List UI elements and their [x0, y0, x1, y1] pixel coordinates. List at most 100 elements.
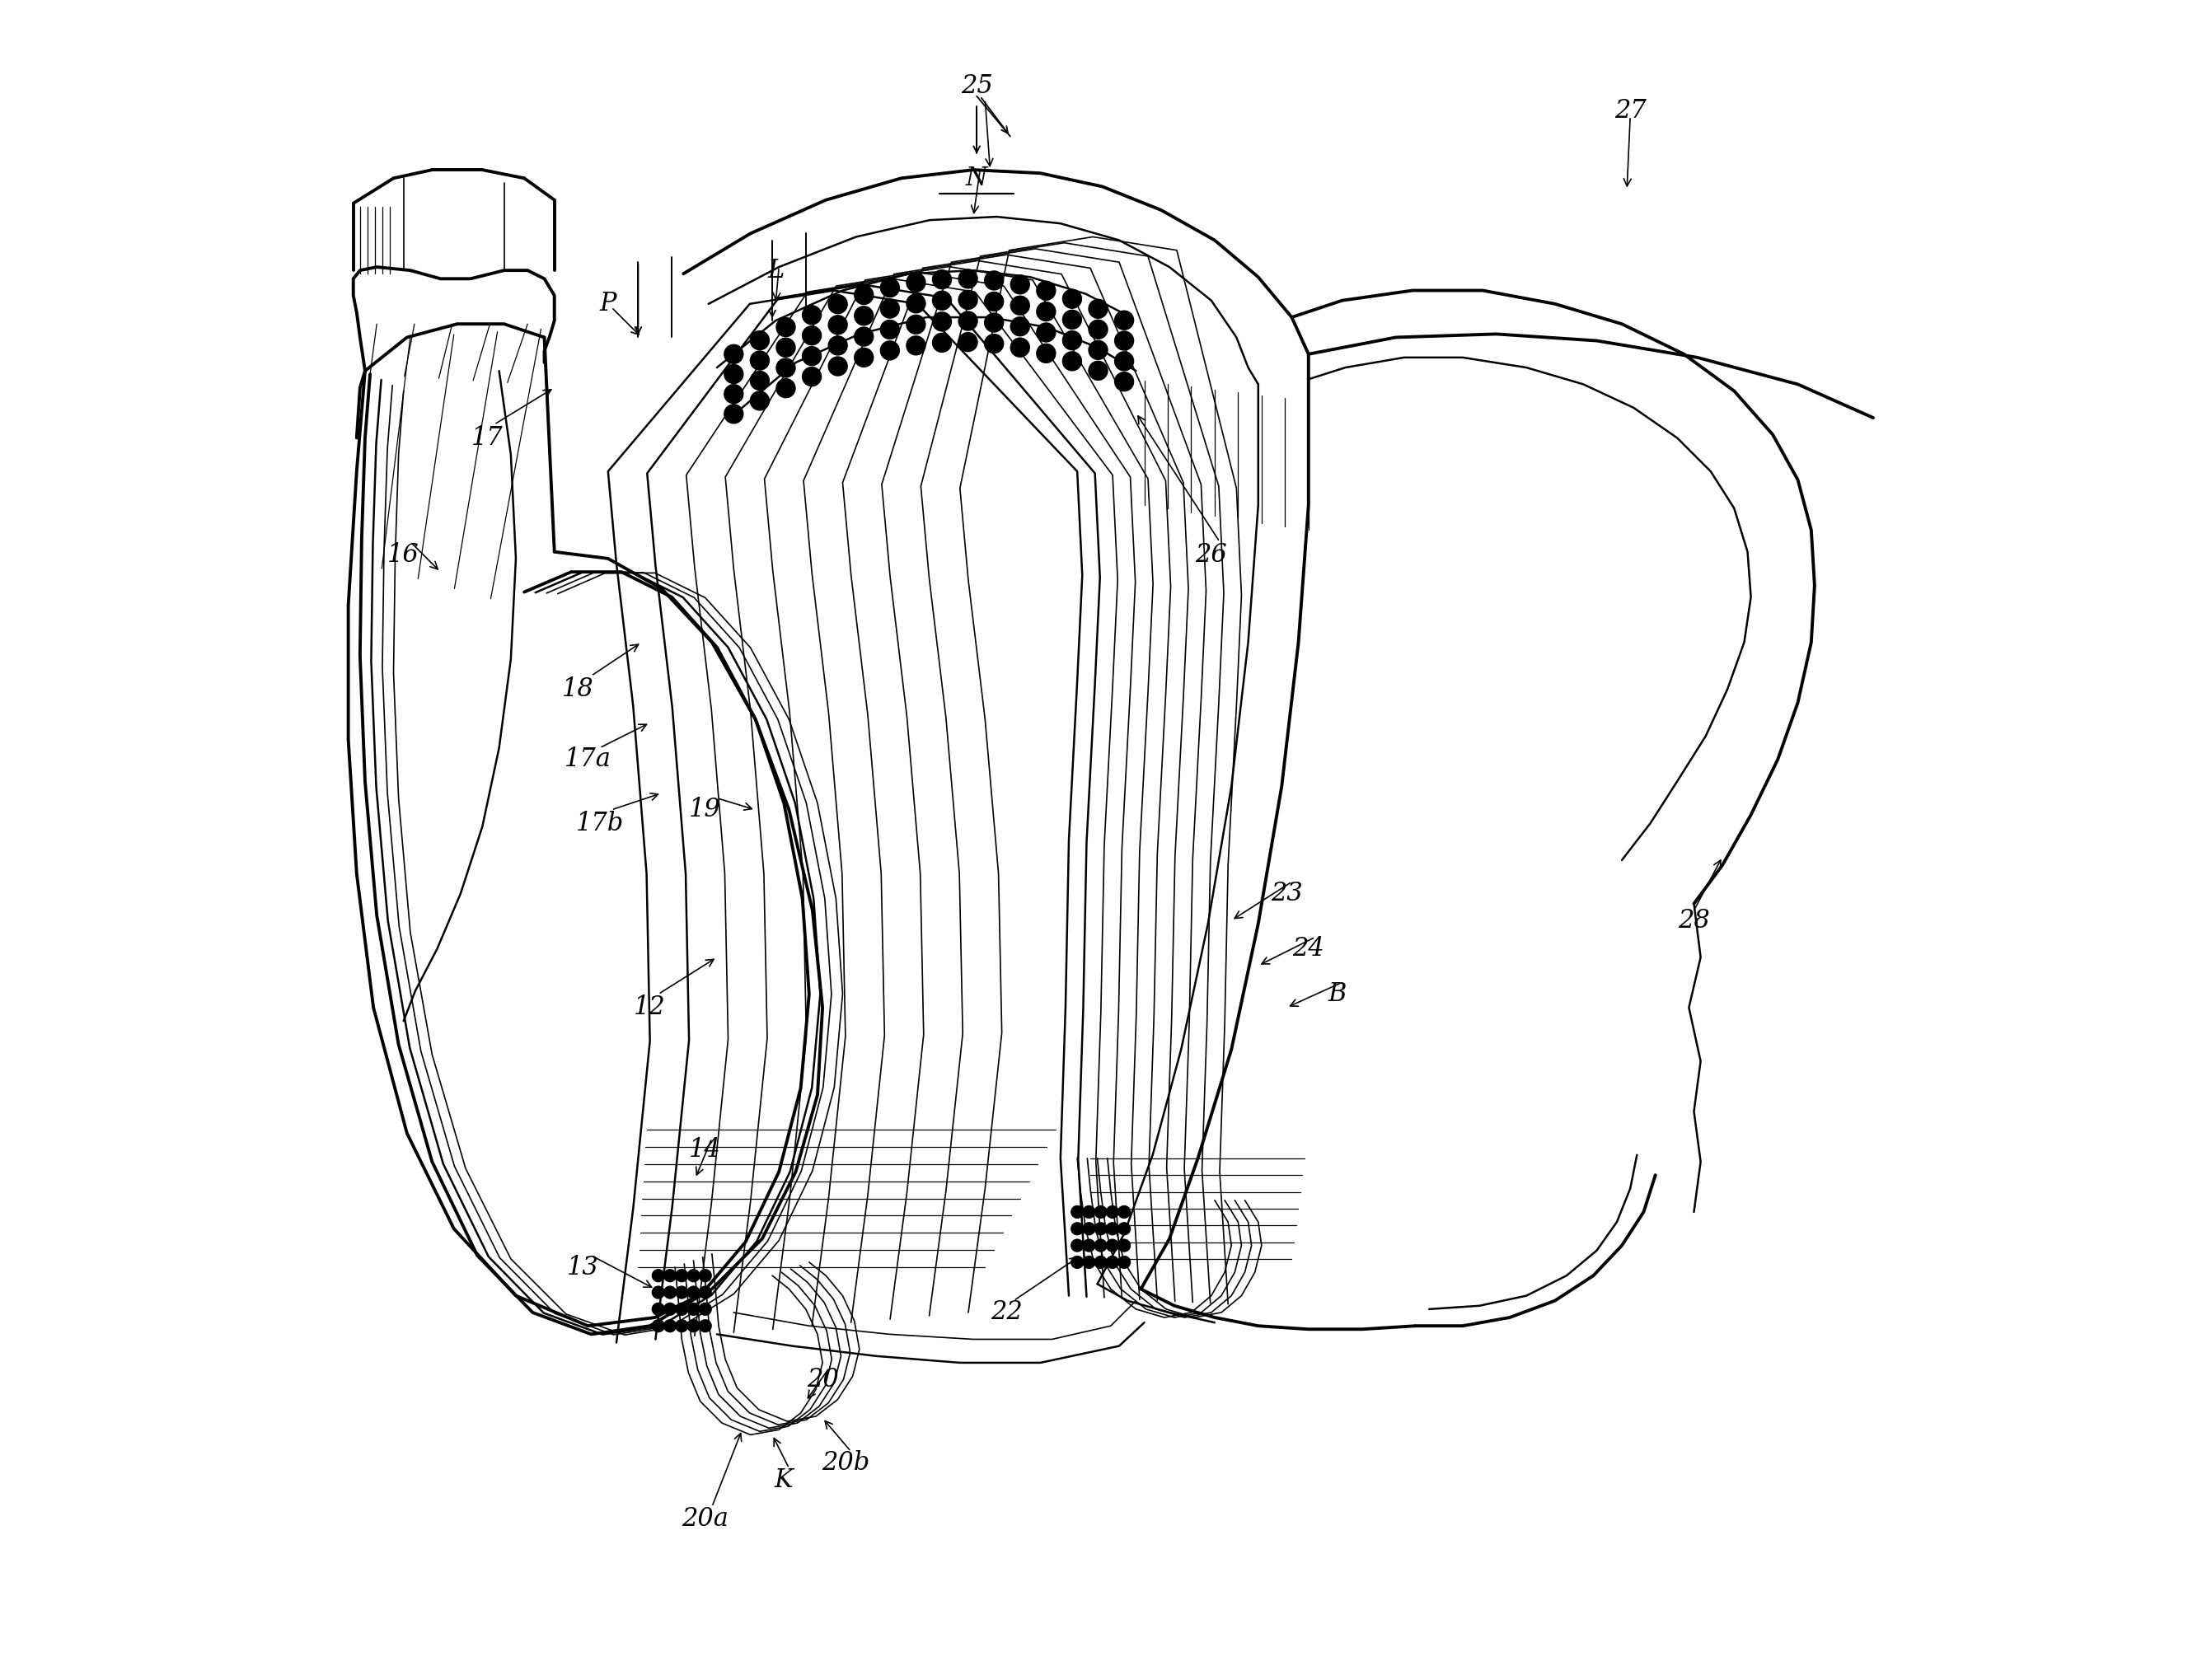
- Circle shape: [1118, 1221, 1131, 1235]
- Circle shape: [1061, 331, 1083, 351]
- Text: 24: 24: [1293, 936, 1324, 961]
- Circle shape: [676, 1268, 689, 1282]
- Circle shape: [932, 291, 952, 311]
- Circle shape: [958, 291, 978, 309]
- Circle shape: [1105, 1221, 1118, 1235]
- Circle shape: [1011, 296, 1031, 316]
- Circle shape: [1087, 361, 1107, 381]
- Circle shape: [1118, 1255, 1131, 1268]
- Circle shape: [1114, 371, 1133, 391]
- Circle shape: [958, 333, 978, 353]
- Circle shape: [1061, 309, 1083, 329]
- Circle shape: [698, 1268, 711, 1282]
- Circle shape: [1094, 1238, 1107, 1252]
- Circle shape: [1061, 351, 1083, 371]
- Circle shape: [750, 331, 770, 351]
- Text: 27: 27: [1615, 99, 1645, 124]
- Circle shape: [1114, 351, 1133, 371]
- Text: K: K: [775, 1467, 794, 1494]
- Circle shape: [801, 326, 823, 346]
- Circle shape: [1083, 1255, 1096, 1268]
- Circle shape: [1011, 316, 1031, 336]
- Text: 17a: 17a: [565, 748, 610, 773]
- Text: N: N: [965, 165, 987, 192]
- Circle shape: [906, 314, 926, 334]
- Text: 28: 28: [1678, 907, 1709, 932]
- Circle shape: [777, 318, 796, 338]
- Circle shape: [777, 338, 796, 358]
- Circle shape: [676, 1319, 689, 1332]
- Circle shape: [1105, 1238, 1118, 1252]
- Circle shape: [1070, 1205, 1083, 1218]
- Circle shape: [906, 294, 926, 314]
- Circle shape: [676, 1302, 689, 1315]
- Circle shape: [777, 378, 796, 398]
- Circle shape: [801, 306, 823, 324]
- Circle shape: [880, 319, 899, 339]
- Text: B: B: [1328, 981, 1346, 1006]
- Circle shape: [663, 1285, 676, 1299]
- Text: 13: 13: [567, 1255, 600, 1280]
- Circle shape: [932, 311, 952, 331]
- Circle shape: [853, 348, 873, 368]
- Circle shape: [985, 312, 1004, 333]
- Circle shape: [1083, 1221, 1096, 1235]
- Circle shape: [724, 344, 744, 365]
- Circle shape: [687, 1302, 700, 1315]
- Circle shape: [663, 1319, 676, 1332]
- Circle shape: [676, 1285, 689, 1299]
- Circle shape: [1087, 339, 1107, 360]
- Circle shape: [1118, 1238, 1131, 1252]
- Circle shape: [724, 403, 744, 423]
- Circle shape: [1094, 1255, 1107, 1268]
- Circle shape: [1011, 274, 1031, 294]
- Circle shape: [652, 1302, 665, 1315]
- Text: 22: 22: [991, 1300, 1022, 1326]
- Circle shape: [750, 391, 770, 412]
- Circle shape: [1070, 1255, 1083, 1268]
- Circle shape: [652, 1285, 665, 1299]
- Circle shape: [853, 286, 873, 306]
- Circle shape: [750, 351, 770, 371]
- Circle shape: [827, 336, 849, 356]
- Circle shape: [853, 326, 873, 346]
- Text: 17: 17: [470, 425, 503, 450]
- Text: 23: 23: [1271, 880, 1302, 907]
- Circle shape: [958, 311, 978, 331]
- Circle shape: [1011, 338, 1031, 358]
- Circle shape: [853, 306, 873, 326]
- Circle shape: [880, 299, 899, 319]
- Text: 18: 18: [562, 677, 593, 702]
- Text: L: L: [768, 257, 783, 284]
- Circle shape: [985, 292, 1004, 311]
- Circle shape: [687, 1268, 700, 1282]
- Circle shape: [1114, 311, 1133, 331]
- Circle shape: [750, 371, 770, 391]
- Circle shape: [906, 336, 926, 356]
- Circle shape: [985, 334, 1004, 354]
- Text: 20a: 20a: [683, 1505, 729, 1530]
- Circle shape: [1070, 1221, 1083, 1235]
- Circle shape: [687, 1319, 700, 1332]
- Circle shape: [1037, 343, 1057, 363]
- Circle shape: [1037, 301, 1057, 321]
- Text: P: P: [600, 291, 617, 316]
- Circle shape: [652, 1319, 665, 1332]
- Circle shape: [1083, 1238, 1096, 1252]
- Circle shape: [1094, 1221, 1107, 1235]
- Circle shape: [827, 356, 849, 376]
- Circle shape: [932, 269, 952, 289]
- Circle shape: [724, 365, 744, 385]
- Circle shape: [827, 294, 849, 314]
- Circle shape: [1105, 1205, 1118, 1218]
- Circle shape: [698, 1319, 711, 1332]
- Circle shape: [663, 1302, 676, 1315]
- Circle shape: [1118, 1205, 1131, 1218]
- Circle shape: [1087, 299, 1107, 319]
- Text: 12: 12: [635, 995, 665, 1020]
- Circle shape: [687, 1285, 700, 1299]
- Circle shape: [880, 341, 899, 361]
- Circle shape: [1114, 331, 1133, 351]
- Circle shape: [1087, 319, 1107, 339]
- Circle shape: [698, 1302, 711, 1315]
